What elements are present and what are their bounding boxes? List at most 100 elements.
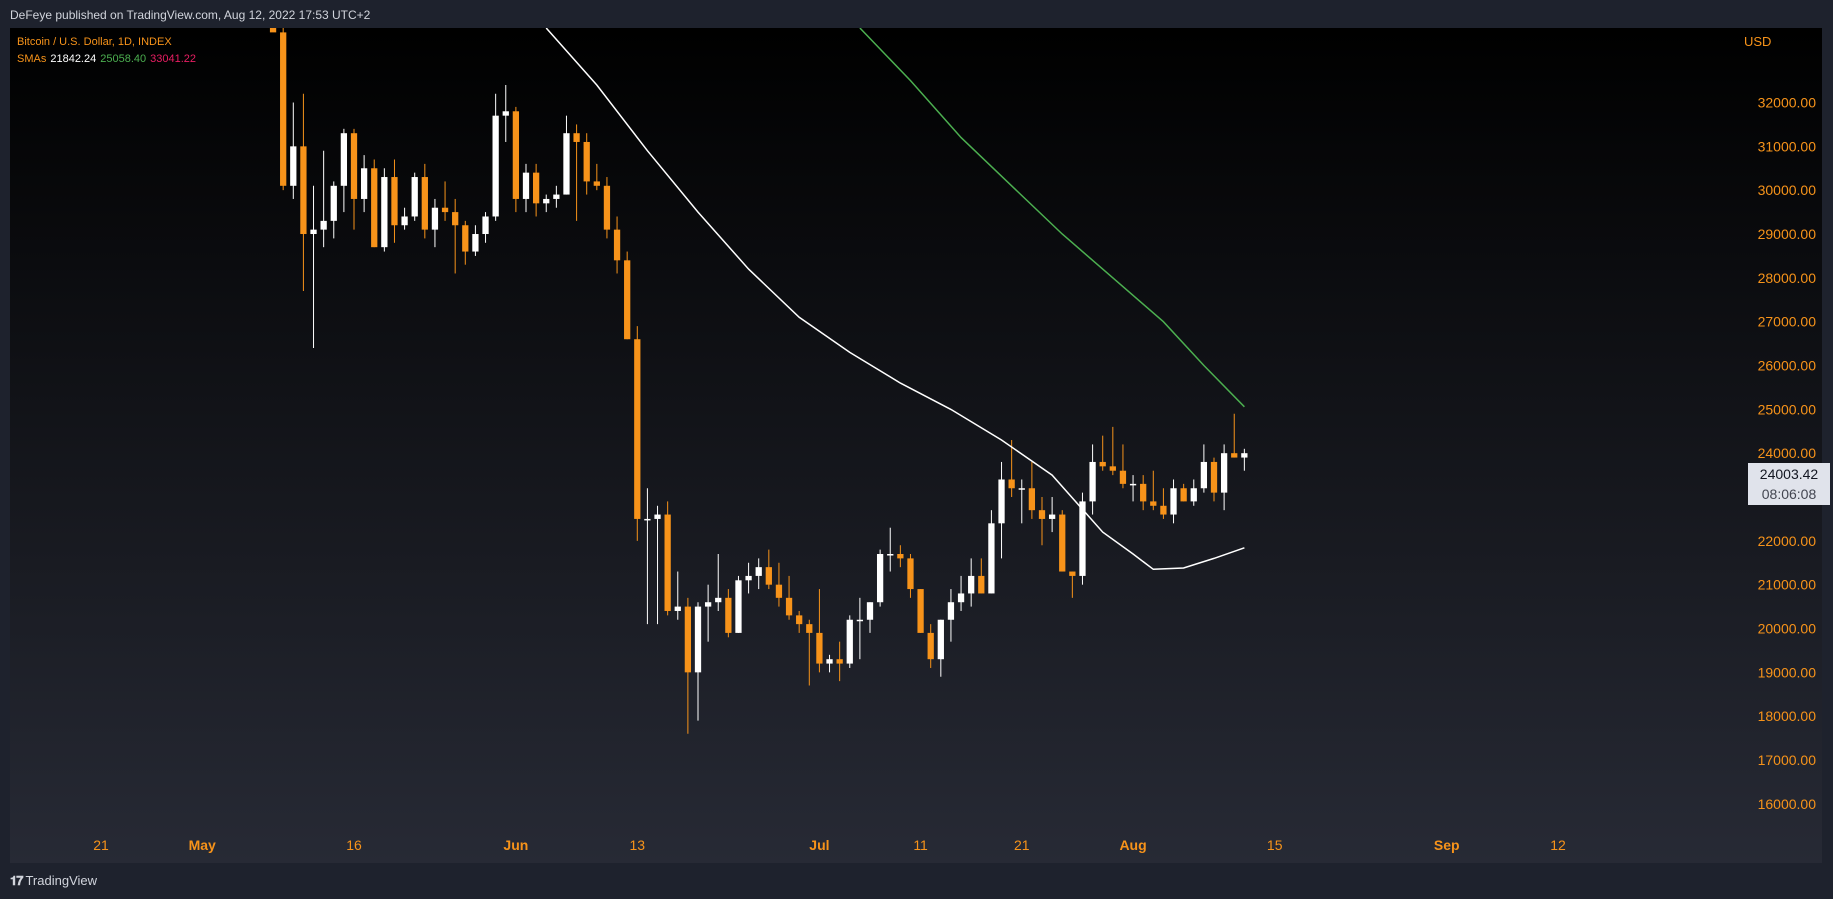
candle	[937, 619, 944, 677]
candle-body	[1200, 461, 1208, 489]
candle	[391, 159, 398, 243]
candle	[957, 575, 965, 611]
candle	[512, 106, 520, 213]
candle-body	[785, 597, 793, 616]
candle	[532, 163, 540, 217]
tradingview-logo[interactable]: 𝟏𝟕 TradingView	[10, 873, 97, 889]
candle	[1048, 497, 1056, 533]
candle-body	[613, 229, 621, 261]
candle-body	[1089, 461, 1096, 502]
candle	[634, 326, 641, 541]
candle	[1170, 479, 1177, 524]
candle-body	[806, 624, 813, 633]
candle-body	[401, 216, 408, 226]
candle	[482, 212, 489, 243]
chart-legend[interactable]: Bitcoin / U.S. Dollar, 1D, INDEX SMAs 218…	[17, 34, 196, 68]
candle-body	[755, 567, 762, 576]
candle-body	[715, 597, 722, 603]
price-chart[interactable]: USD 16000.00 17000.00 18000.00 19000.00 2000…	[10, 28, 1822, 863]
candle	[411, 172, 418, 221]
candle	[492, 93, 499, 221]
candle-body	[543, 198, 550, 204]
candle	[563, 115, 570, 195]
time-tick-label: May	[189, 837, 216, 853]
candle-body	[1129, 483, 1137, 486]
time-axis[interactable]: 21 May 16 Jun 13 Jul 11 21 Aug 15 Sep 12	[93, 837, 1566, 853]
candle	[1231, 413, 1238, 458]
candle-body	[593, 181, 600, 186]
candle	[846, 615, 853, 668]
price-tick-label: 29000.00	[1758, 226, 1817, 242]
candle-body	[512, 111, 520, 199]
candle-body	[694, 606, 702, 673]
candle	[725, 589, 732, 638]
candle	[1109, 426, 1116, 476]
candle	[452, 198, 459, 274]
candle	[330, 181, 337, 239]
candle	[796, 610, 803, 633]
time-tick-label: 11	[913, 837, 928, 853]
candle-body	[1180, 488, 1187, 502]
candle-body	[654, 514, 661, 519]
candle-body	[583, 141, 590, 182]
candle-body	[371, 168, 378, 248]
candle	[988, 510, 995, 594]
candle-body	[553, 194, 560, 199]
candle-body	[907, 558, 914, 590]
candle-body	[1099, 461, 1106, 467]
chart-area[interactable]: USD 16000.00 17000.00 18000.00 19000.00 2000…	[10, 28, 1830, 863]
candle-body	[1069, 571, 1076, 576]
candle	[381, 168, 388, 252]
candle	[1089, 444, 1096, 515]
candle-body	[1210, 461, 1218, 493]
candle	[775, 562, 783, 607]
candle-body	[431, 207, 439, 230]
candle-body	[290, 146, 297, 186]
price-tick-label: 32000.00	[1758, 95, 1817, 111]
candle	[1129, 475, 1137, 502]
candle-body	[280, 32, 287, 186]
sma-legend[interactable]: SMAs 21842.24 25058.40 33041.22	[17, 51, 196, 68]
candle-body	[1160, 505, 1167, 515]
candle	[553, 185, 560, 208]
candle-body	[310, 229, 317, 235]
candle	[300, 93, 307, 291]
candle	[593, 163, 600, 191]
candle	[664, 501, 671, 616]
time-tick-label: 13	[630, 837, 646, 853]
candle	[1119, 444, 1127, 489]
candle-body	[269, 28, 277, 33]
candle	[684, 597, 692, 734]
candle-body	[1038, 510, 1046, 519]
candle-body	[704, 602, 712, 607]
candle-body	[573, 133, 580, 142]
candle-body	[775, 584, 783, 598]
candle-body	[1150, 501, 1157, 506]
candle	[624, 251, 631, 340]
price-tick-label: 31000.00	[1758, 138, 1817, 154]
sma-label: SMAs	[17, 53, 47, 65]
time-tick-label: 21	[93, 837, 109, 853]
candle-body	[1048, 514, 1056, 519]
candle	[836, 641, 843, 682]
candle-body	[411, 177, 418, 217]
last-price-tag: 24003.42 08:06:08	[1748, 463, 1830, 505]
candle	[1150, 470, 1157, 511]
candle	[603, 177, 611, 239]
symbol-title[interactable]: Bitcoin / U.S. Dollar, 1D, INDEX	[17, 36, 172, 48]
candle-body	[644, 518, 651, 521]
price-tick-label: 18000.00	[1758, 708, 1817, 724]
candles	[269, 28, 1248, 734]
candle-body	[796, 615, 803, 625]
candle	[280, 28, 287, 191]
candle	[431, 198, 439, 248]
candle	[856, 597, 864, 660]
candle	[1028, 461, 1036, 519]
candle-body	[1079, 501, 1086, 576]
sma-value-2: 25058.40	[100, 53, 147, 65]
candle-body	[300, 146, 307, 235]
candle-body	[1220, 453, 1228, 493]
candle	[735, 575, 742, 633]
price-tick-label: 20000.00	[1758, 621, 1817, 637]
candle-body	[441, 207, 449, 213]
